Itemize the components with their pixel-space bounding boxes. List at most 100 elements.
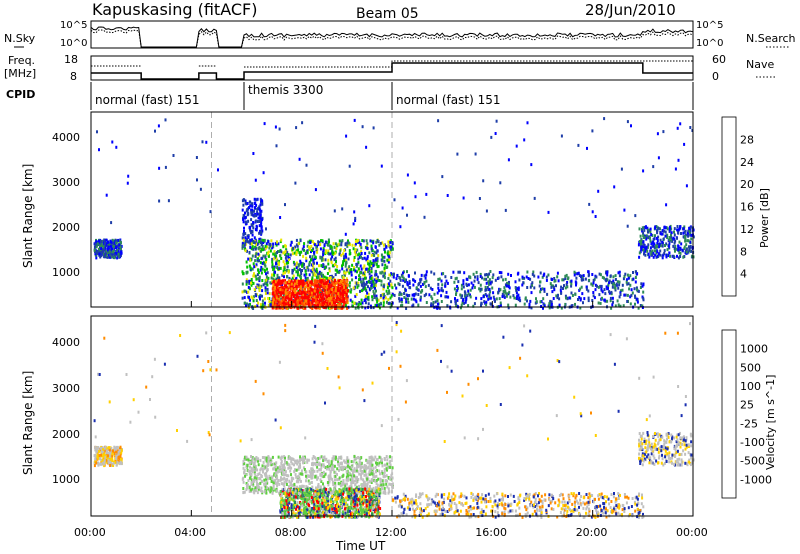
power-echo-cell <box>665 253 668 257</box>
power-echo-cell <box>256 304 259 308</box>
velocity-echo-cell <box>272 487 275 491</box>
power-echo-cell <box>93 245 96 249</box>
power-echo-cell <box>591 273 594 276</box>
power-echo-cell <box>301 247 304 251</box>
power-echo-cell <box>516 294 519 298</box>
power-echo-cell <box>308 245 310 249</box>
nsky-trace <box>90 26 694 48</box>
power-echo-cell <box>335 291 338 295</box>
power-colorbar-tick: 20 <box>740 178 754 191</box>
power-echo-cell <box>480 297 483 301</box>
power-echo-cell <box>414 279 417 283</box>
power-echo-cell <box>98 239 100 243</box>
power-echo-cell <box>260 220 263 224</box>
power-echo-cell <box>606 273 609 277</box>
power-echo-cell <box>265 278 268 282</box>
nsearch-label: N.Search <box>746 32 796 45</box>
power-echo-cell <box>583 297 586 301</box>
freq-panel: 18 8 60 0 Freq. [MHz] Nave <box>4 53 776 83</box>
power-echo-cell <box>326 280 328 284</box>
power-echo-cell <box>306 285 309 289</box>
power-echo-cell <box>263 263 266 267</box>
velocity-echo-cell <box>372 475 375 479</box>
power-echo-cell <box>400 292 403 296</box>
velocity-echo-cell <box>250 466 253 470</box>
power-echo-cell <box>488 279 491 283</box>
power-echo-cell <box>425 279 428 283</box>
power-echo-cell <box>579 298 582 302</box>
power-echo-cell <box>252 239 255 243</box>
velocity-echo-cell <box>299 462 301 466</box>
power-echo-cell <box>302 280 304 284</box>
power-echo-cell <box>593 296 596 300</box>
power-echo-cell <box>267 240 270 244</box>
power-echo-cell <box>355 302 358 306</box>
power-echo-cell <box>588 202 591 206</box>
power-echo-cell <box>440 279 443 283</box>
power-echo-cell <box>332 287 335 291</box>
power-echo-cell <box>395 277 398 281</box>
power-echo-cell <box>328 252 331 256</box>
power-echo-cell <box>318 264 320 268</box>
velocity-echo-cell <box>298 485 301 489</box>
power-echo-cell <box>368 267 370 271</box>
velocity-echo-cell <box>341 465 344 469</box>
power-echo-cell <box>691 129 694 132</box>
power-echo-cell <box>257 212 260 216</box>
power-echo-cell <box>683 247 686 251</box>
power-echo-cell <box>677 245 680 249</box>
power-echo-cell <box>362 266 365 270</box>
velocity-echo-cell <box>341 468 344 472</box>
velocity-echo-cell <box>281 466 284 470</box>
velocity-echo-cell <box>107 459 110 463</box>
power-echo-cell <box>556 271 559 275</box>
power-echo-cell <box>676 236 678 240</box>
power-echo-cell <box>642 290 645 294</box>
velocity-echo-cell <box>368 459 371 463</box>
power-echo-cell <box>309 241 312 244</box>
velocity-echo-cell <box>117 450 120 454</box>
power-echo-cell <box>371 262 374 266</box>
power-echo-cell <box>441 283 444 287</box>
power-echo-cell <box>284 281 287 285</box>
power-echo-cell <box>241 282 244 286</box>
velocity-echo-cell <box>311 457 314 461</box>
power-echo-cell <box>464 300 467 304</box>
power-echo-cell <box>294 264 297 268</box>
power-echo-cell <box>431 297 434 301</box>
power-echo-cell <box>599 301 602 305</box>
power-echo-cell <box>286 265 289 269</box>
power-echo-cell <box>259 286 262 290</box>
power-echo-cell <box>372 289 375 293</box>
power-echo-cell <box>296 298 299 302</box>
power-echo-cell <box>249 298 251 302</box>
power-echo-cell <box>487 280 490 284</box>
power-echo-cell <box>375 240 378 244</box>
velocity-echo-cell <box>285 480 288 484</box>
power-echo-cell <box>258 240 261 243</box>
power-echo-cell <box>201 140 204 144</box>
power-echo-cell <box>316 298 319 302</box>
velocity-echo-cell <box>300 472 303 476</box>
power-echo-cell <box>484 285 487 289</box>
power-echo-cell <box>318 306 321 310</box>
power-echo-cell <box>408 281 411 285</box>
power-echo-cell <box>469 293 471 297</box>
power-echo-cell <box>492 291 495 295</box>
velocity-echo-cell <box>288 456 291 459</box>
power-echo-cell <box>659 232 662 236</box>
velocity-echo-cell <box>103 459 106 463</box>
power-echo-cell <box>578 274 581 277</box>
power-echo-cell <box>444 282 447 286</box>
velocity-echo-cell <box>257 457 260 461</box>
velocity-echo-cell <box>278 491 281 495</box>
velocity-echo-cell <box>95 450 98 454</box>
power-echo-cell <box>344 271 347 275</box>
power-echo-cell <box>322 249 325 253</box>
power-echo-cell <box>306 251 309 255</box>
velocity-echo-cell <box>321 456 324 460</box>
power-echo-cell <box>326 272 329 275</box>
power-echo-cell <box>278 267 281 271</box>
power-echo-cell <box>357 257 360 261</box>
velocity-echo-cell <box>243 468 246 472</box>
